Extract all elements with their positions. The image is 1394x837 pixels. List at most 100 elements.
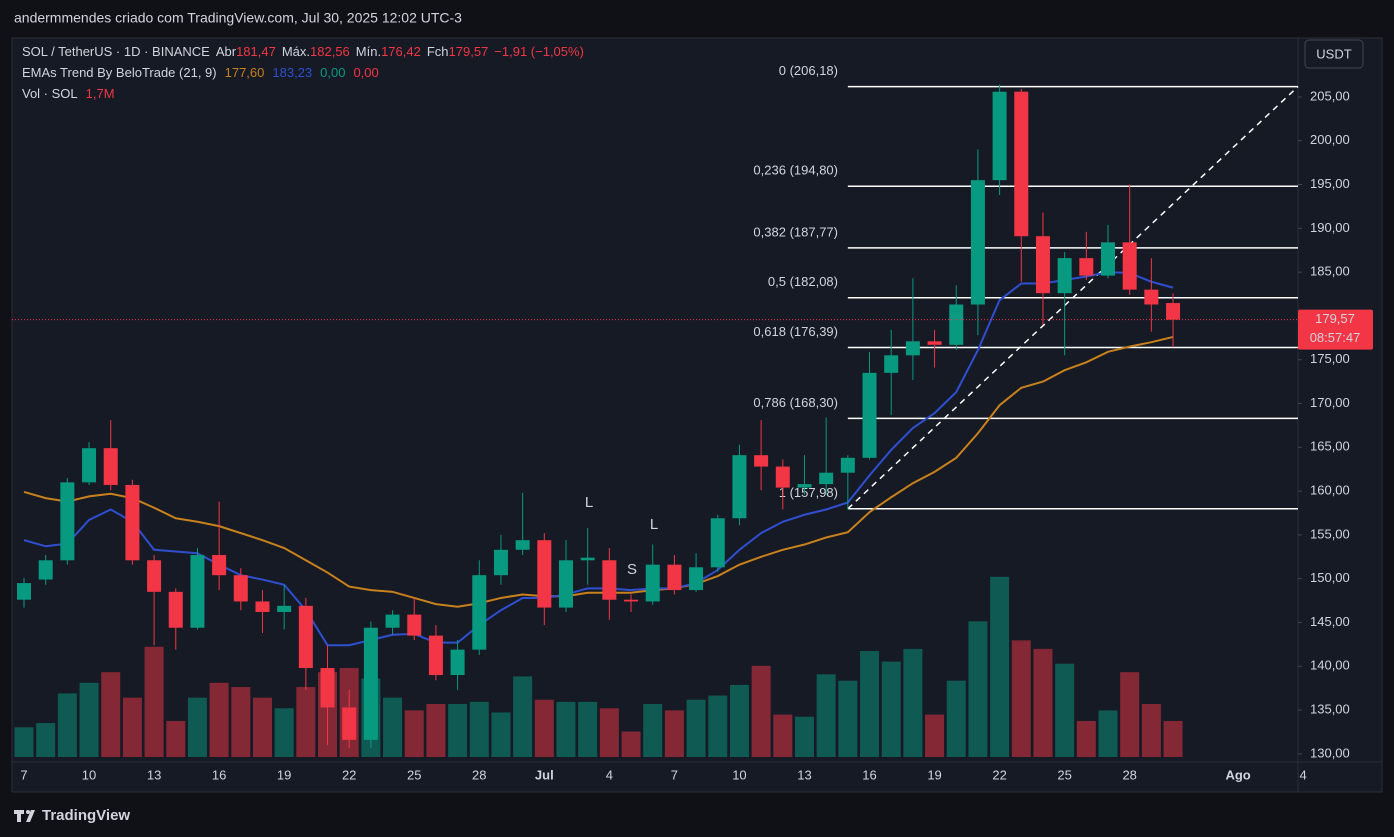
y-tick-label: 130,00 [1310, 745, 1350, 760]
candle-body [125, 484, 140, 561]
candle-body [624, 599, 639, 602]
annotation: L [585, 494, 593, 511]
y-tick-label: 185,00 [1310, 264, 1350, 279]
x-tick-label: 22 [342, 767, 356, 782]
x-tick-label: 28 [472, 767, 486, 782]
candle-body [949, 304, 964, 345]
high-label: Máx. [282, 44, 310, 59]
annotation: S [627, 561, 637, 578]
candle-body [862, 372, 877, 458]
volume-bar [664, 710, 684, 757]
candle-body [17, 583, 31, 600]
x-tick-label: 16 [212, 767, 226, 782]
high: 182,56 [310, 44, 350, 59]
volume-bar [621, 731, 641, 757]
volume-bar [708, 695, 728, 757]
x-tick-label: 16 [862, 767, 876, 782]
candle-body [689, 567, 704, 591]
y-tick-label: 200,00 [1310, 132, 1350, 147]
candle-body [1057, 258, 1072, 294]
volume-bar [1141, 704, 1161, 757]
candle-body [559, 560, 573, 608]
close: 179,57 [449, 44, 489, 59]
y-tick-label: 135,00 [1310, 702, 1350, 717]
candle-body [819, 472, 834, 485]
volume-bar [556, 701, 576, 757]
x-tick-label: 7 [671, 767, 678, 782]
volume-bar [187, 697, 207, 757]
y-tick-label: 170,00 [1310, 395, 1350, 410]
volume-bar [404, 710, 424, 757]
candle-body [82, 448, 97, 483]
volume-bar [1076, 720, 1096, 757]
volume-bar [881, 661, 901, 757]
volume-bar [274, 708, 294, 757]
candle-body [775, 466, 790, 488]
candle-body [212, 555, 227, 576]
volume-bar [448, 704, 468, 757]
y-tick-label: 140,00 [1310, 658, 1350, 673]
ema-value: 183,23 [272, 65, 312, 80]
volume-bar [491, 712, 511, 757]
volume-bar [860, 651, 880, 757]
volume-bar [1055, 663, 1075, 757]
price-tag-label: 179,57 [1315, 311, 1355, 326]
volume-bar [14, 727, 34, 757]
volume-bar [578, 701, 598, 757]
y-tick-label: 155,00 [1310, 526, 1350, 541]
candle-body [515, 540, 530, 550]
indicator: EMAs Trend By BeloTrade (21, 9) [22, 65, 217, 80]
volume-bar [838, 680, 858, 757]
volume-bar [599, 708, 619, 757]
ema-line [23, 335, 1174, 608]
volume-bar [1163, 720, 1183, 757]
volume-bar [101, 672, 121, 757]
x-tick-label: 25 [407, 767, 421, 782]
volume-bar [1120, 672, 1140, 757]
candle-body [363, 627, 378, 740]
currency-button[interactable] [1304, 39, 1364, 69]
candle-body [450, 649, 465, 676]
candle-body [103, 448, 118, 485]
open-label: Abr [216, 44, 237, 59]
low-label: Mín. [356, 44, 381, 59]
y-tick-label: 165,00 [1310, 439, 1350, 454]
volume-bar [383, 697, 403, 757]
logo [14, 810, 35, 822]
x-tick-label: 10 [732, 767, 746, 782]
x-tick-label: 19 [277, 767, 291, 782]
x-tick-label: 22 [992, 767, 1006, 782]
x-tick-label: Jul [535, 767, 554, 782]
candle-body [298, 605, 313, 669]
volume-bar [816, 674, 836, 757]
volume-bar [469, 701, 489, 757]
header: andermmendes criado com TradingView.com,… [14, 10, 462, 26]
candle-body [60, 482, 75, 561]
candle-body [667, 564, 682, 591]
candle-body [190, 555, 205, 628]
candle-body [1014, 91, 1029, 237]
x-tick-label: 7 [20, 767, 27, 782]
close-label: Fch [427, 44, 449, 59]
volume-bar [925, 714, 945, 757]
low: 176,42 [381, 44, 421, 59]
legend-line: SOL / TetherUS · 1D · BINANCE Abr181,47 Má… [22, 44, 584, 59]
chart-panel [11, 37, 1383, 793]
logo-text: TradingView [42, 807, 130, 824]
volume-bar [209, 682, 229, 757]
candle-body [970, 180, 985, 305]
candle-body [537, 540, 552, 608]
volume-bar [426, 704, 446, 757]
candle-body [147, 560, 162, 592]
volume-bar [296, 687, 316, 757]
candle-body [255, 601, 270, 612]
x-tick-label: 4 [1300, 767, 1307, 782]
candle-body [732, 455, 747, 519]
volume-bar [122, 697, 142, 757]
candle-body [385, 614, 400, 628]
volume-bar [686, 699, 706, 757]
volume-bar [751, 665, 771, 757]
candle-body [1079, 258, 1094, 276]
candle-body [1122, 242, 1137, 290]
candle-body [320, 668, 335, 708]
